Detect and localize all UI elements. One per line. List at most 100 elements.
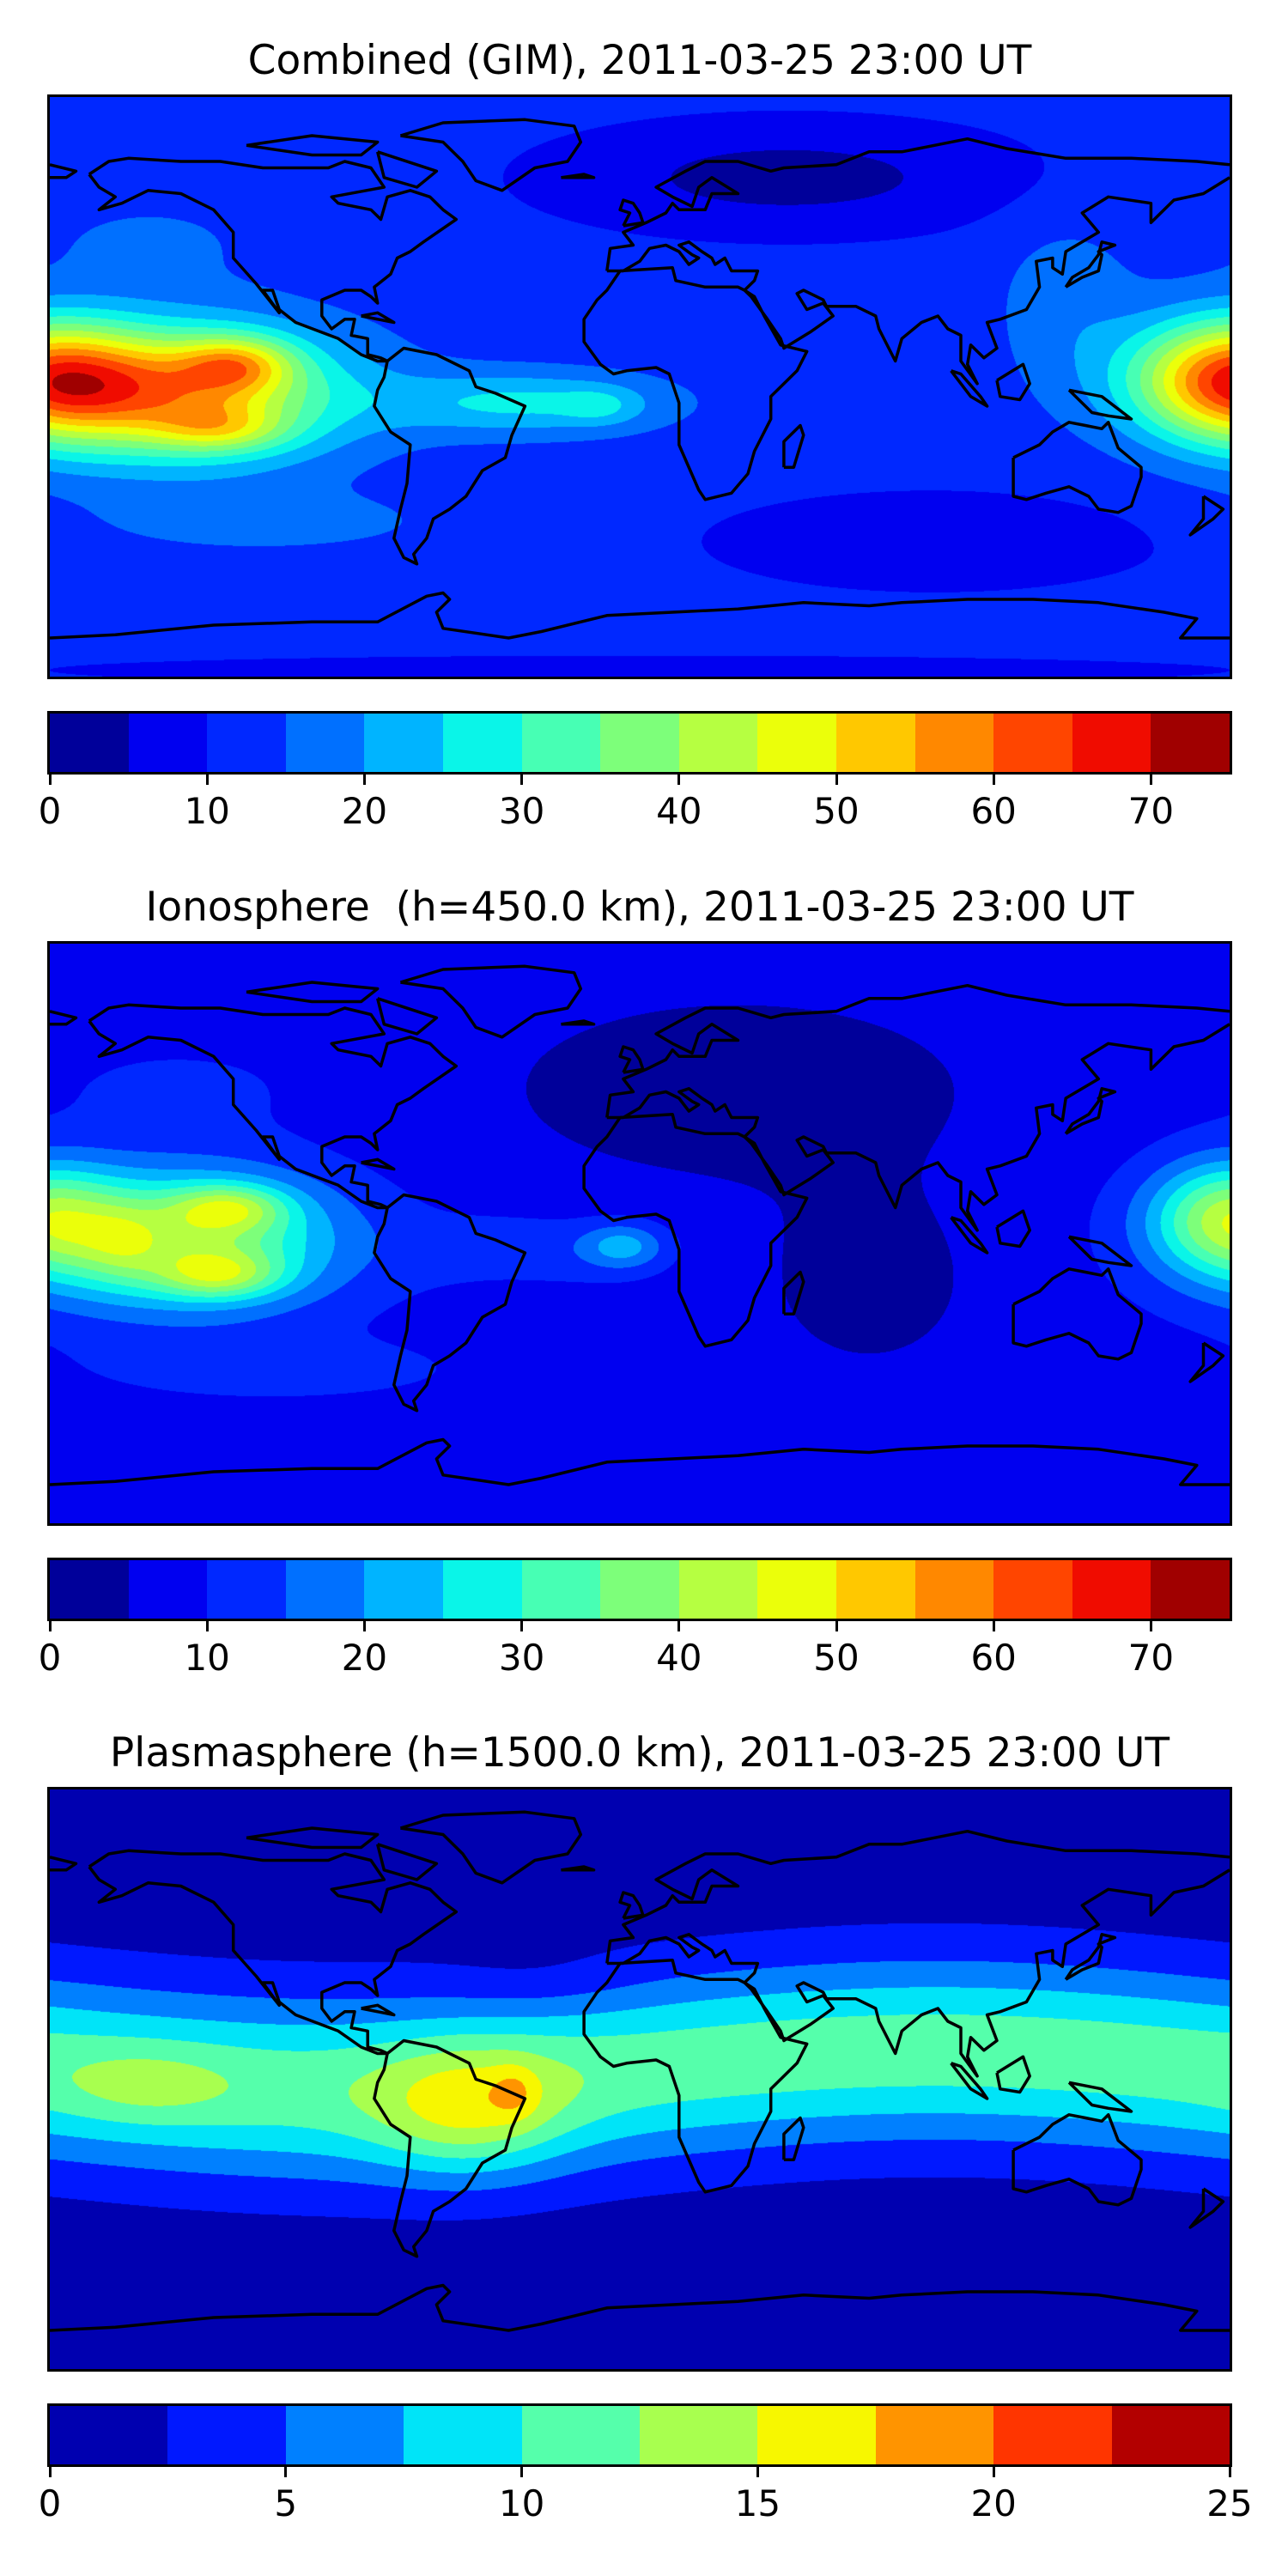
coastline-cuba	[361, 311, 396, 325]
coastline-great-britain	[618, 198, 645, 228]
colorbar-tick-mark	[677, 1619, 681, 1631]
coastline-new-zealand	[1188, 495, 1225, 537]
colorbar-level-5	[442, 714, 522, 772]
colorbar-level-3	[285, 714, 365, 772]
coastline-baffin-island	[376, 1843, 439, 1881]
contour-map	[47, 1787, 1232, 2372]
coastline-borneo	[995, 362, 1031, 402]
colorbar-level-5	[442, 1559, 522, 1619]
coastline-new-guinea	[1067, 2081, 1133, 2113]
coastlines	[50, 1810, 1230, 2332]
colorbar-level-4	[521, 2406, 641, 2464]
colorbar-tick-label: 50	[813, 790, 860, 832]
colorbar	[47, 2403, 1232, 2467]
filled-contour-field	[50, 97, 1230, 677]
colorbar-level-12	[993, 1559, 1072, 1619]
colorbar-tick-label: 15	[734, 2482, 781, 2524]
colorbar-level-1	[128, 714, 208, 772]
coastline-madagascar	[782, 2116, 805, 2161]
colorbar-level-5	[640, 2406, 758, 2464]
colorbar-level-4	[364, 714, 443, 772]
panel-title: Ionosphere (h=450.0 km), 2011-03-25 23:0…	[145, 883, 1134, 931]
coastline-sumatra	[950, 2062, 989, 2100]
colorbar-tick-label: 20	[341, 1636, 388, 1679]
colorbar-tick-label: 0	[38, 2482, 62, 2524]
coastline-africa	[582, 266, 809, 501]
colorbar-level-3	[285, 1559, 365, 1619]
coastline-great-britain	[618, 1891, 645, 1920]
coastline-eurasia-east	[606, 176, 1230, 386]
colorbar-tick-label: 25	[1206, 2482, 1253, 2524]
colorbar-tick-mark	[1149, 1619, 1152, 1631]
colorbar-tick-mark	[520, 2466, 524, 2477]
coastline-north-america	[88, 1849, 459, 2056]
coastline-eurasia-east	[606, 1022, 1230, 1232]
colorbar-level-7	[875, 2406, 994, 2464]
colorbar-tick-label: 10	[184, 1636, 230, 1679]
colorbar-tick-mark	[992, 2466, 995, 2477]
colorbar-tick-label: 20	[341, 790, 388, 832]
colorbar-tick-label: 0	[38, 790, 62, 832]
colorbar-tick-label: 10	[184, 790, 230, 832]
colorbar-level-2	[207, 1559, 286, 1619]
colorbar-level-10	[835, 1559, 915, 1619]
filled-contour-field	[50, 943, 1230, 1523]
coastline-north-america	[88, 1003, 459, 1209]
colorbar-tick-mark	[835, 774, 838, 785]
coastline-eurasia-east	[606, 1868, 1230, 2078]
colorbar-level-9	[757, 714, 836, 772]
coastline-south-america	[373, 346, 527, 566]
coastline-baffin-island	[376, 150, 439, 189]
coastline-south-america	[373, 2038, 527, 2258]
coastline-cuba	[361, 2003, 396, 2017]
colorbar-tick-mark	[48, 2466, 52, 2477]
colorbar-tick-label: 40	[656, 1636, 702, 1679]
colorbar	[47, 711, 1232, 775]
coastline-cuba	[361, 1157, 396, 1170]
colorbar-level-6	[521, 1559, 601, 1619]
coastline-arctic-archipelago	[246, 1826, 380, 1850]
coastline-sumatra	[950, 1215, 989, 1255]
coastline-africa	[582, 1959, 809, 2194]
coastline-eurasia	[605, 1829, 1230, 1964]
colorbar-tick-mark	[48, 1619, 52, 1631]
colorbar-tick-label: 30	[498, 1636, 545, 1679]
coastline-chukotka	[50, 163, 78, 179]
colorbar-tick-mark	[1149, 774, 1152, 785]
coastline-borneo	[995, 1209, 1031, 1248]
coastline-japan	[1064, 1086, 1117, 1135]
coastline-chukotka	[50, 1009, 78, 1026]
colorbar-tick-label: 60	[970, 1636, 1017, 1679]
colorbar-level-3	[404, 2406, 522, 2464]
coastline-great-britain	[618, 1044, 645, 1074]
coastline-new-guinea	[1067, 388, 1133, 421]
coastline-new-zealand	[1188, 1341, 1225, 1383]
colorbar-level-6	[521, 714, 601, 772]
colorbar-tick-label: 70	[1127, 790, 1175, 832]
colorbar-tick-label: 40	[656, 790, 702, 832]
coastline-africa	[582, 1112, 809, 1348]
coastline-eurasia	[605, 137, 1230, 271]
colorbar-tick-label: 50	[813, 1636, 860, 1679]
coastline-new-zealand	[1188, 2187, 1225, 2229]
colorbar-level-12	[993, 714, 1072, 772]
coastline-antarctica	[50, 1437, 1230, 1486]
coastline-borneo	[995, 2055, 1031, 2094]
colorbar-level-1	[128, 1559, 208, 1619]
colorbar-tick-label: 10	[498, 2482, 545, 2524]
colorbar-level-8	[993, 2406, 1112, 2464]
colorbar-level-2	[207, 714, 286, 772]
colorbar-tick-mark	[205, 774, 209, 785]
coastline-iceland	[561, 1018, 596, 1026]
coastline-japan	[1064, 1933, 1117, 1981]
colorbar-tick-label: 70	[1127, 1636, 1175, 1679]
coastline-australia	[1012, 2113, 1143, 2207]
colorbar	[47, 1557, 1232, 1621]
coastline-new-guinea	[1067, 1235, 1133, 1267]
colorbar-tick-label: 5	[274, 2482, 298, 2524]
coastline-baffin-island	[376, 996, 439, 1036]
colorbar-tick-mark	[677, 774, 681, 785]
colorbar-tick-mark	[756, 2466, 759, 2477]
colorbar-level-9	[1111, 2406, 1230, 2464]
colorbar-level-1	[167, 2406, 286, 2464]
